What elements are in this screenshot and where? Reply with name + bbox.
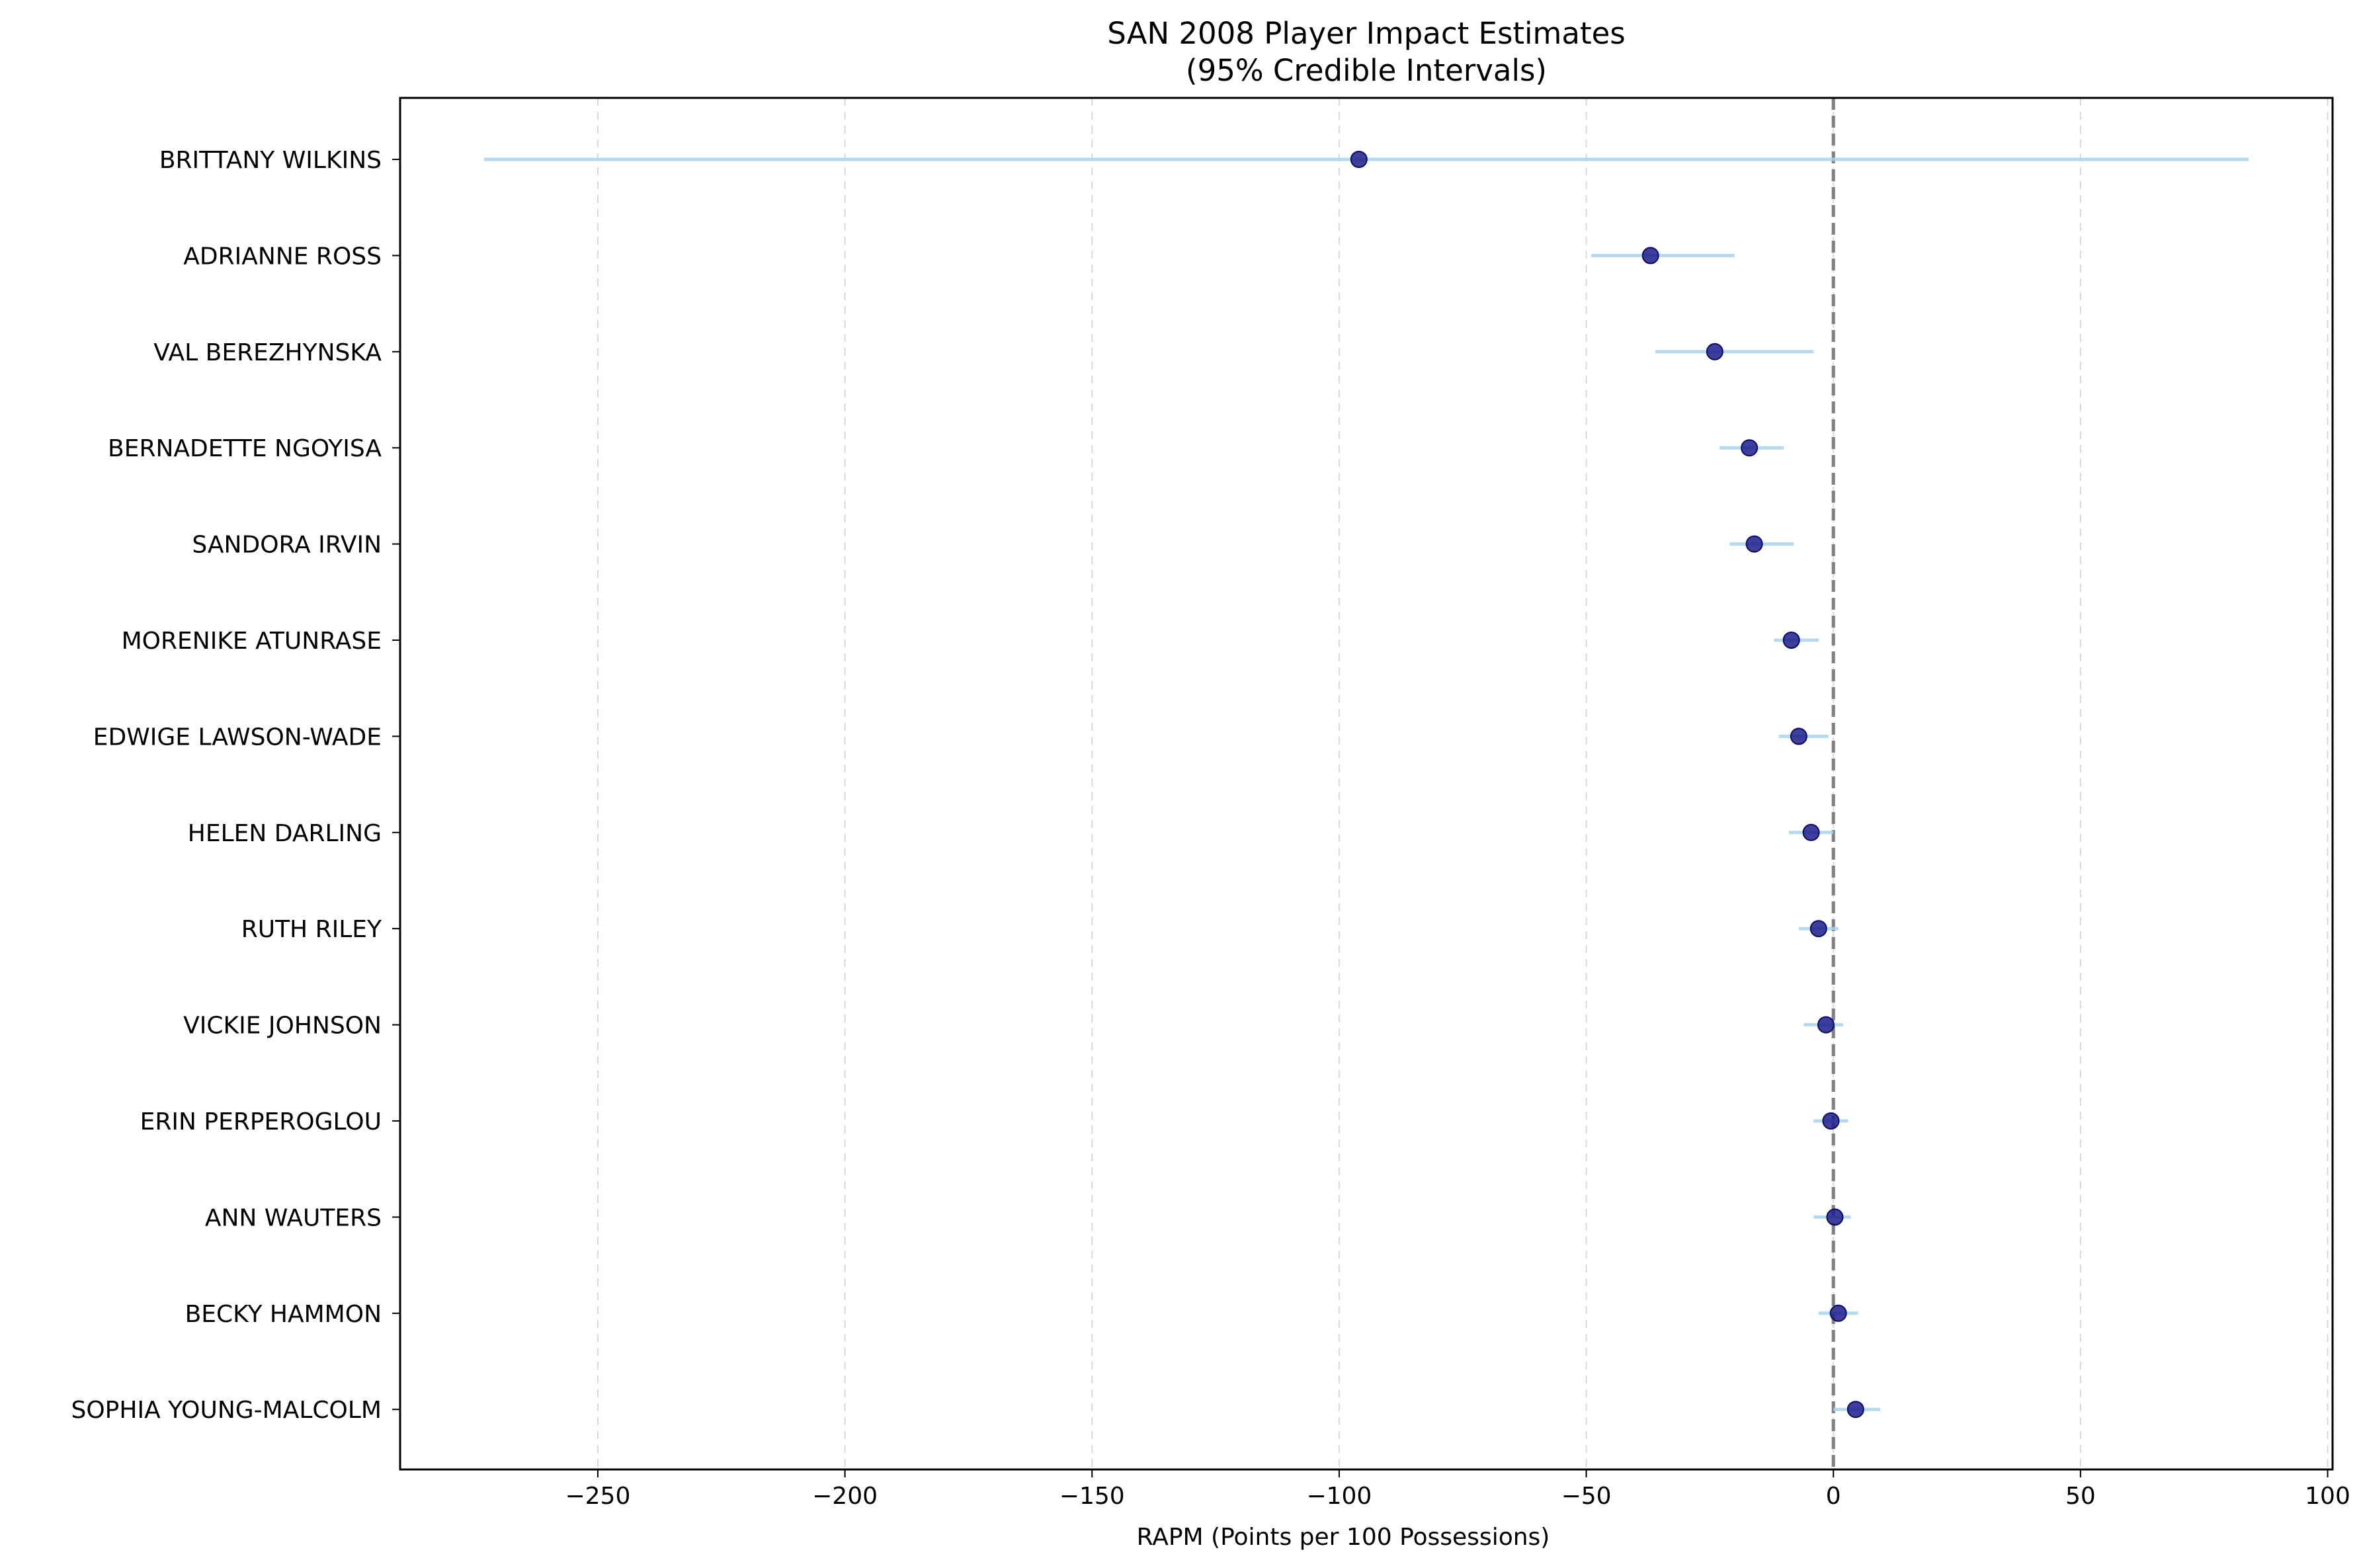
x-tick-label: −200 bbox=[812, 1483, 878, 1510]
plot-frame bbox=[399, 97, 2334, 1471]
estimate-point bbox=[1817, 1016, 1835, 1034]
estimate-point bbox=[1846, 1401, 1864, 1419]
x-tick-label: −100 bbox=[1306, 1483, 1372, 1510]
player-label: MORENIKE ATUNRASE bbox=[122, 628, 382, 655]
x-tick-label: −150 bbox=[1059, 1483, 1125, 1510]
x-tick-label: 100 bbox=[2305, 1483, 2350, 1510]
x-tick-label: −250 bbox=[565, 1483, 630, 1510]
estimate-point bbox=[1829, 1304, 1847, 1322]
player-label: ANN WAUTERS bbox=[205, 1204, 382, 1231]
x-axis-ticks: −250 −200 −150 −100 −50 0 50 100 bbox=[565, 1469, 2350, 1510]
chart-subtitle: (95% Credible Intervals) bbox=[1186, 53, 1547, 88]
player-label: EDWIGE LAWSON-WADE bbox=[93, 723, 382, 751]
estimate-point bbox=[1802, 823, 1820, 841]
player-label: SANDORA IRVIN bbox=[192, 532, 382, 559]
estimate-point bbox=[1745, 535, 1763, 553]
player-label: VAL BEREZHYNSKA bbox=[153, 339, 382, 366]
x-tick-label: 50 bbox=[2065, 1483, 2096, 1510]
player-label: BERNADETTE NGOYISA bbox=[108, 435, 382, 462]
estimate-point bbox=[1741, 439, 1759, 457]
estimate-point bbox=[1706, 343, 1723, 360]
estimate-points bbox=[1350, 151, 1864, 1419]
estimate-point bbox=[1790, 727, 1807, 745]
x-gridlines bbox=[597, 98, 2329, 1469]
player-label: ERIN PERPEROGLOU bbox=[140, 1108, 382, 1135]
x-tick-label: −50 bbox=[1561, 1483, 1612, 1510]
estimate-point bbox=[1782, 632, 1800, 649]
player-label: BECKY HAMMON bbox=[185, 1301, 382, 1328]
estimate-point bbox=[1822, 1112, 1840, 1130]
estimate-point bbox=[1809, 920, 1827, 938]
y-axis-player-labels: BRITTANY WILKINS ADRIANNE ROSS VAL BEREZHY… bbox=[71, 147, 400, 1424]
player-label: BRITTANY WILKINS bbox=[159, 147, 382, 174]
estimate-point bbox=[1641, 247, 1659, 265]
player-label: RUTH RILEY bbox=[241, 916, 382, 943]
estimate-point bbox=[1350, 151, 1368, 168]
credible-intervals bbox=[484, 157, 2249, 1411]
player-label: SOPHIA YOUNG-MALCOLM bbox=[71, 1397, 382, 1424]
x-axis-label: RAPM (Points per 100 Possessions) bbox=[1137, 1524, 1550, 1551]
estimate-point bbox=[1826, 1208, 1844, 1226]
chart-title: SAN 2008 Player Impact Estimates bbox=[1107, 16, 1625, 51]
player-label: ADRIANNE ROSS bbox=[183, 243, 382, 270]
x-tick-label: 0 bbox=[1826, 1483, 1841, 1510]
player-label: HELEN DARLING bbox=[188, 820, 382, 847]
player-label: VICKIE JOHNSON bbox=[183, 1012, 382, 1040]
